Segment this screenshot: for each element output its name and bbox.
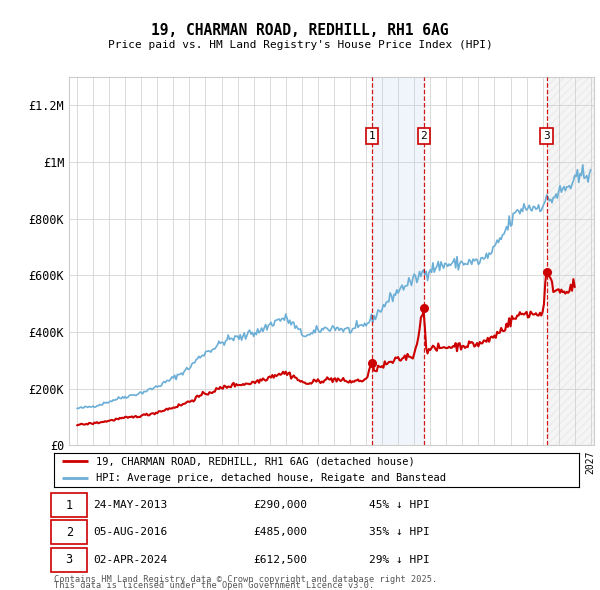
Text: 02-APR-2024: 02-APR-2024 [94, 555, 167, 565]
Text: 45% ↓ HPI: 45% ↓ HPI [369, 500, 430, 510]
FancyBboxPatch shape [52, 548, 87, 572]
Text: £485,000: £485,000 [254, 527, 308, 537]
Text: 2: 2 [65, 526, 73, 539]
Text: 24-MAY-2013: 24-MAY-2013 [94, 500, 167, 510]
Bar [372, 77, 424, 445]
Text: £612,500: £612,500 [254, 555, 308, 565]
Text: Price paid vs. HM Land Registry's House Price Index (HPI): Price paid vs. HM Land Registry's House … [107, 40, 493, 50]
Text: HPI: Average price, detached house, Reigate and Banstead: HPI: Average price, detached house, Reig… [96, 473, 446, 483]
Text: 1: 1 [65, 499, 73, 512]
Text: 2: 2 [420, 131, 427, 141]
Text: 29% ↓ HPI: 29% ↓ HPI [369, 555, 430, 565]
Text: 35% ↓ HPI: 35% ↓ HPI [369, 527, 430, 537]
Text: 05-AUG-2016: 05-AUG-2016 [94, 527, 167, 537]
FancyBboxPatch shape [52, 520, 87, 545]
Text: £290,000: £290,000 [254, 500, 308, 510]
Text: Contains HM Land Registry data © Crown copyright and database right 2025.: Contains HM Land Registry data © Crown c… [54, 575, 437, 584]
Text: This data is licensed under the Open Government Licence v3.0.: This data is licensed under the Open Gov… [54, 581, 374, 590]
Text: 19, CHARMAN ROAD, REDHILL, RH1 6AG: 19, CHARMAN ROAD, REDHILL, RH1 6AG [151, 24, 449, 38]
Bar [547, 77, 594, 445]
Text: 3: 3 [65, 553, 73, 566]
FancyBboxPatch shape [52, 493, 87, 517]
Text: 3: 3 [543, 131, 550, 141]
Text: 19, CHARMAN ROAD, REDHILL, RH1 6AG (detached house): 19, CHARMAN ROAD, REDHILL, RH1 6AG (deta… [96, 456, 415, 466]
Text: 1: 1 [369, 131, 376, 141]
